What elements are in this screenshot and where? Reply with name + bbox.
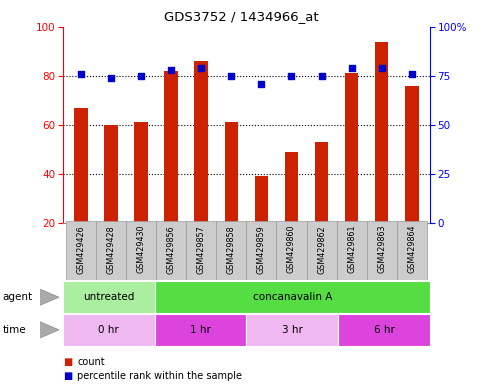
Bar bbox=[195, 61, 208, 223]
Text: GSM429860: GSM429860 bbox=[287, 225, 296, 273]
Point bbox=[408, 71, 416, 77]
Bar bbox=[397, 221, 427, 280]
Bar bbox=[186, 221, 216, 280]
Point bbox=[198, 65, 205, 71]
Point bbox=[107, 75, 115, 81]
Text: ■: ■ bbox=[63, 357, 72, 367]
Bar bbox=[216, 221, 246, 280]
Point bbox=[378, 65, 385, 71]
Bar bbox=[74, 108, 87, 223]
Bar bbox=[63, 281, 155, 313]
Bar bbox=[338, 314, 430, 346]
Text: GSM429857: GSM429857 bbox=[197, 225, 206, 274]
Bar bbox=[307, 221, 337, 280]
Point bbox=[348, 65, 355, 71]
Text: GDS3752 / 1434966_at: GDS3752 / 1434966_at bbox=[164, 10, 319, 23]
Text: GSM429862: GSM429862 bbox=[317, 225, 326, 273]
Bar bbox=[367, 221, 397, 280]
Text: 0 hr: 0 hr bbox=[99, 325, 119, 335]
Bar bbox=[375, 41, 388, 223]
Text: GSM429863: GSM429863 bbox=[377, 225, 386, 273]
Text: GSM429426: GSM429426 bbox=[76, 225, 85, 273]
Bar bbox=[96, 221, 126, 280]
Bar bbox=[246, 221, 276, 280]
Bar bbox=[156, 221, 186, 280]
Bar bbox=[63, 314, 155, 346]
Bar bbox=[315, 142, 328, 223]
Point bbox=[227, 73, 235, 79]
Text: count: count bbox=[77, 357, 105, 367]
Point bbox=[318, 73, 326, 79]
Bar bbox=[134, 122, 148, 223]
Point bbox=[257, 81, 265, 87]
Text: untreated: untreated bbox=[83, 292, 134, 302]
Text: GSM429430: GSM429430 bbox=[137, 225, 145, 273]
Text: 3 hr: 3 hr bbox=[282, 325, 303, 335]
Point bbox=[77, 71, 85, 77]
Bar bbox=[225, 122, 238, 223]
Bar bbox=[66, 221, 96, 280]
Bar bbox=[164, 71, 178, 223]
Bar bbox=[126, 221, 156, 280]
Text: GSM429859: GSM429859 bbox=[257, 225, 266, 274]
Bar bbox=[155, 281, 430, 313]
Polygon shape bbox=[40, 321, 59, 338]
Bar bbox=[104, 125, 118, 223]
Bar bbox=[345, 73, 358, 223]
Text: concanavalin A: concanavalin A bbox=[253, 292, 332, 302]
Text: GSM429858: GSM429858 bbox=[227, 225, 236, 273]
Text: 1 hr: 1 hr bbox=[190, 325, 211, 335]
Text: time: time bbox=[2, 325, 26, 335]
Text: agent: agent bbox=[2, 292, 32, 302]
Bar bbox=[246, 314, 338, 346]
Text: GSM429861: GSM429861 bbox=[347, 225, 356, 273]
Bar bbox=[276, 221, 307, 280]
Polygon shape bbox=[40, 289, 59, 306]
Text: 6 hr: 6 hr bbox=[373, 325, 395, 335]
Text: ■: ■ bbox=[63, 371, 72, 381]
Text: GSM429428: GSM429428 bbox=[106, 225, 115, 273]
Point bbox=[287, 73, 295, 79]
Bar bbox=[155, 314, 246, 346]
Bar bbox=[337, 221, 367, 280]
Text: GSM429864: GSM429864 bbox=[407, 225, 416, 273]
Point bbox=[167, 67, 175, 73]
Point bbox=[137, 73, 145, 79]
Text: percentile rank within the sample: percentile rank within the sample bbox=[77, 371, 242, 381]
Bar bbox=[405, 86, 419, 223]
Bar bbox=[284, 152, 298, 223]
Bar bbox=[255, 176, 268, 223]
Text: GSM429856: GSM429856 bbox=[167, 225, 176, 273]
